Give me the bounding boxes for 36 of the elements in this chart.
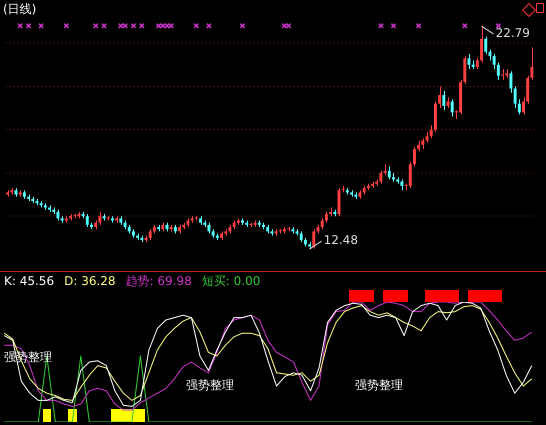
candlestick: [86, 214, 89, 228]
candlestick: [442, 90, 446, 111]
candlestick: [446, 96, 450, 109]
candlestick: [320, 218, 324, 230]
candlestick: [501, 68, 504, 80]
candlestick: [300, 230, 303, 243]
candlestick: [518, 98, 521, 116]
text: 短买: 0.00: [202, 274, 260, 288]
text: 趋势: 69.98: [126, 274, 192, 288]
candlestick: [337, 188, 340, 217]
annotation: 强势整理: [355, 378, 403, 392]
candlestick: [400, 178, 404, 191]
chart-title: (日线): [3, 2, 36, 16]
candlestick: [312, 228, 316, 250]
candlestick: [421, 138, 424, 150]
annotation: 22.79: [496, 26, 530, 40]
candlestick: [379, 170, 382, 184]
candlestick: [412, 146, 416, 167]
candlestick: [56, 209, 60, 222]
candlestick: [417, 140, 420, 152]
candlestick: [480, 26, 484, 64]
candlestick: [207, 222, 210, 234]
candlestick: [148, 228, 152, 241]
candlestick: [98, 211, 102, 226]
candlestick: [492, 53, 496, 70]
annotation: 12.48: [324, 233, 358, 248]
text: D: 36.28: [64, 274, 116, 288]
text: K: 45.56: [4, 274, 54, 288]
candlestick: [476, 58, 479, 70]
candlestick: [496, 62, 500, 80]
annotation: 强势整理: [186, 378, 234, 392]
candlestick: [468, 53, 470, 70]
candlestick: [324, 211, 328, 224]
candlestick: [450, 98, 454, 118]
candlestick: [438, 86, 442, 109]
candlestick: [388, 166, 391, 180]
